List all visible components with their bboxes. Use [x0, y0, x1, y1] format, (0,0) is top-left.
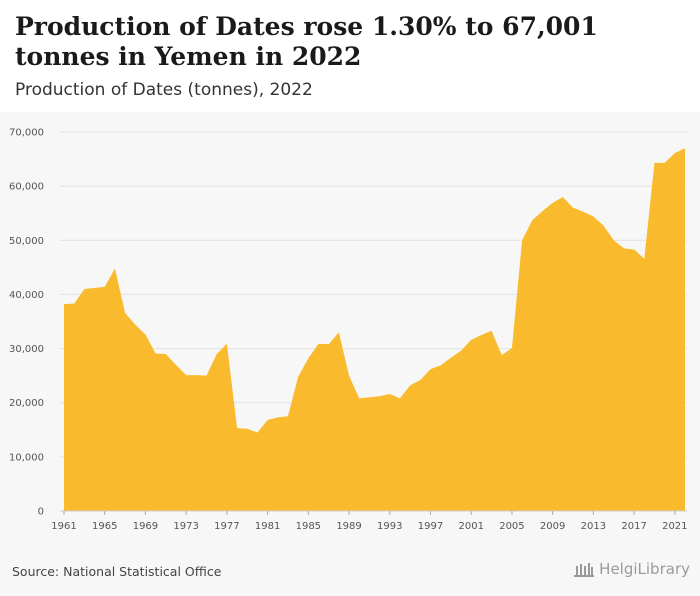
chart-subtitle: Production of Dates (tonnes), 2022 — [15, 80, 313, 100]
y-tick-label: 0 — [38, 507, 44, 518]
chart-title: Production of Dates rose 1.30% to 67,001… — [15, 12, 598, 71]
y-tick-label: 30,000 — [9, 344, 44, 355]
x-tick-label: 1977 — [214, 521, 239, 532]
helgilibrary-logo: HelgiLibrary — [573, 560, 690, 578]
x-tick-label: 1969 — [133, 521, 158, 532]
header: Production of Dates rose 1.30% to 67,001… — [0, 0, 700, 112]
x-tick-label: 1981 — [255, 521, 280, 532]
y-tick-label: 60,000 — [9, 182, 44, 193]
x-tick-label: 1961 — [51, 521, 76, 532]
y-tick-label: 20,000 — [9, 398, 44, 409]
x-tick-label: 2001 — [458, 521, 483, 532]
area-chart: 0 10,000 20,000 30,000 40,000 50,000 60,000 70,… — [9, 128, 688, 533]
library-building-icon — [574, 563, 595, 577]
x-tick-label: 1973 — [173, 521, 198, 532]
x-tick-label: 1985 — [296, 521, 321, 532]
x-tick-label: 2021 — [662, 521, 687, 532]
y-tick-label: 10,000 — [9, 452, 44, 463]
x-tick-label: 1997 — [418, 521, 443, 532]
logo-text: HelgiLibrary — [599, 560, 690, 578]
x-tick-label: 2009 — [540, 521, 565, 532]
x-tick-label: 1989 — [336, 521, 361, 532]
y-tick-label: 70,000 — [9, 128, 44, 139]
source-note: Source: National Statistical Office — [12, 564, 222, 579]
y-tick-label: 40,000 — [9, 290, 44, 301]
x-tick-label: 2013 — [581, 521, 606, 532]
series-area — [64, 148, 685, 512]
x-tick-label: 1993 — [377, 521, 402, 532]
x-tick-label: 2005 — [499, 521, 524, 532]
x-tick-label: 2017 — [621, 521, 646, 532]
plot-area: 0 10,000 20,000 30,000 40,000 50,000 60,000 70,… — [0, 112, 700, 549]
y-tick-label: 50,000 — [9, 236, 44, 247]
x-tick-label: 1965 — [92, 521, 117, 532]
footer: Source: National Statistical Office Helg… — [0, 549, 700, 596]
